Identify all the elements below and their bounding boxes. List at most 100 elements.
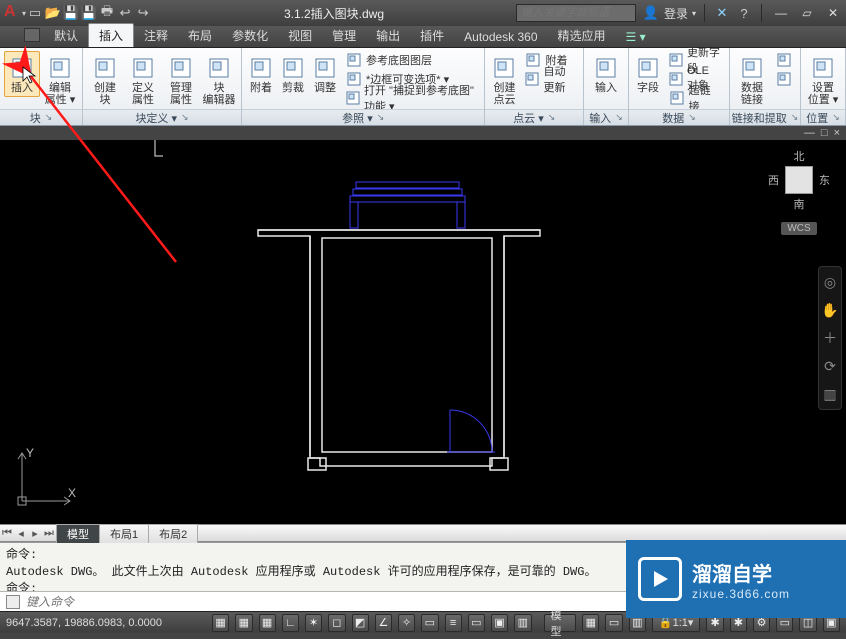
import-button[interactable]: 输入	[588, 51, 624, 97]
panel-dialog-launcher-icon[interactable]: ↘	[688, 112, 696, 123]
window-minimize-button[interactable]: —	[770, 5, 792, 21]
panel-dialog-launcher-icon[interactable]: ↘	[791, 112, 799, 123]
panel-块定义 ▾: 创建块定义属性管理属性块编辑器块定义 ▾↘	[83, 48, 242, 125]
tab-管理[interactable]: 管理	[322, 24, 366, 47]
block-editor-button[interactable]: 块编辑器	[201, 51, 237, 109]
ribbon-expander[interactable]: ☰ ▾	[616, 27, 656, 47]
snap-to-underlay-button[interactable]: 打开 "捕捉到参考底图" 功能 ▾	[342, 89, 480, 107]
hyperlink-button[interactable]: 超链接	[665, 89, 725, 107]
pc-autoupdate-button[interactable]: 自动更新	[521, 70, 578, 88]
nav-zoom-icon[interactable]: ＋	[821, 329, 839, 347]
layout-next-icon[interactable]: ▸	[28, 527, 42, 540]
qat-undo-icon[interactable]: ↩	[116, 4, 134, 22]
sb-infer-icon[interactable]: ▦	[212, 614, 229, 632]
nav-pan-icon[interactable]: ✋	[821, 301, 839, 319]
edit-attr-button[interactable]: 编辑属性 ▾	[42, 51, 78, 109]
qat-new-icon[interactable]: ▭	[26, 4, 44, 22]
tab-插件[interactable]: 插件	[410, 24, 454, 47]
sb-ortho-icon[interactable]: ∟	[282, 614, 299, 632]
layout-first-icon[interactable]: ⏮	[0, 527, 14, 540]
attach-button[interactable]: 附着	[246, 51, 276, 97]
layout-tab-布局2[interactable]: 布局2	[148, 524, 198, 543]
sb-qp-icon[interactable]: ▣	[491, 614, 508, 632]
create-block-button[interactable]: 创建块	[87, 51, 123, 109]
sb-ducs-icon[interactable]: ✧	[398, 614, 415, 632]
clip-button[interactable]: 剪裁	[278, 51, 308, 97]
layout-tab-布局1[interactable]: 布局1	[99, 524, 149, 543]
data-link-icon	[738, 54, 766, 82]
window-restore-button[interactable]: ▱	[796, 5, 818, 21]
create-pc-button[interactable]: 创建点云	[489, 51, 519, 109]
tab-输出[interactable]: 输出	[366, 24, 410, 47]
define-attr-button[interactable]: 定义属性	[125, 51, 161, 109]
tab-参数化[interactable]: 参数化	[222, 24, 278, 47]
sb-grid2-icon[interactable]: ▦	[582, 614, 599, 632]
signin-icon[interactable]: 👤	[642, 4, 660, 22]
sb-osnap-icon[interactable]: ◻	[328, 614, 345, 632]
app-menu-icon[interactable]	[24, 28, 40, 42]
nav-wheel-icon[interactable]: ◎	[821, 273, 839, 291]
tab-Autodesk 360[interactable]: Autodesk 360	[454, 27, 547, 47]
sb-otrack-icon[interactable]: ∠	[375, 614, 392, 632]
hyperlink-icon	[669, 90, 685, 106]
qat-redo-icon[interactable]: ↪	[134, 4, 152, 22]
viewcube-west: 西	[768, 172, 779, 188]
underlay-layers-button[interactable]: 参考底图图层	[342, 51, 480, 69]
tab-布局[interactable]: 布局	[178, 24, 222, 47]
viewcube[interactable]: 北 西 东 南 WCS	[768, 148, 830, 230]
sb-snap-icon[interactable]: ▦	[235, 614, 252, 632]
create-pc-icon	[490, 54, 518, 82]
panel-dialog-launcher-icon[interactable]: ↘	[548, 112, 556, 123]
layout-prev-icon[interactable]: ◂	[14, 527, 28, 540]
panel-dialog-launcher-icon[interactable]: ↘	[181, 112, 189, 123]
set-location-button[interactable]: 设置位置 ▾	[805, 51, 841, 109]
viewcube-face[interactable]	[785, 166, 813, 194]
sb-tpy-icon[interactable]: ▭	[468, 614, 485, 632]
data-link-button[interactable]: 数据链接	[734, 51, 770, 109]
nav-showmotion-icon[interactable]: ▥	[821, 385, 839, 403]
panel-dialog-launcher-icon[interactable]: ↘	[615, 112, 623, 123]
insert-button[interactable]: 插入	[4, 51, 40, 97]
qat-saveas-icon[interactable]: 💾	[80, 4, 98, 22]
help-search-input[interactable]	[516, 4, 636, 22]
window-close-button[interactable]: ✕	[822, 5, 844, 21]
model-space-button[interactable]: 模型	[544, 614, 577, 632]
panel-dialog-launcher-icon[interactable]: ↘	[832, 112, 840, 123]
field-button[interactable]: 字段	[633, 51, 663, 97]
tab-插入[interactable]: 插入	[88, 23, 134, 47]
layout-last-icon[interactable]: ⏭	[42, 527, 56, 540]
panel-dialog-launcher-icon[interactable]: ↘	[377, 112, 385, 123]
manage-attr-button[interactable]: 管理属性	[163, 51, 199, 109]
wcs-badge[interactable]: WCS	[781, 222, 816, 235]
signin-label[interactable]: 登录	[664, 5, 688, 22]
sb-dyn-icon[interactable]: ▭	[421, 614, 438, 632]
tab-精选应用[interactable]: 精选应用	[548, 24, 616, 47]
qat-open-icon[interactable]: 📂	[44, 4, 62, 22]
adjust-button[interactable]: 调整	[310, 51, 340, 97]
sb-layout-icon[interactable]: ▭	[605, 614, 622, 632]
navigation-bar[interactable]: ◎ ✋ ＋ ⟳ ▥	[818, 266, 842, 410]
frames-vary-icon	[346, 71, 362, 87]
tab-注释[interactable]: 注释	[134, 24, 178, 47]
drawing-svg	[0, 126, 846, 524]
attach-icon	[247, 54, 275, 82]
side-icon-1[interactable]	[772, 70, 796, 88]
sb-lwt-icon[interactable]: ≡	[445, 614, 462, 632]
panel-dialog-launcher-icon[interactable]: ↘	[45, 112, 53, 123]
qat-print-icon[interactable]: 🖶	[98, 4, 116, 22]
sb-grid-icon[interactable]: ▦	[259, 614, 276, 632]
help-icon[interactable]: ?	[735, 4, 753, 22]
qat-save-icon[interactable]: 💾	[62, 4, 80, 22]
app-logo: A	[2, 3, 22, 23]
sb-3dosnap-icon[interactable]: ◩	[352, 614, 369, 632]
drawing-canvas[interactable]: — □ ×	[0, 126, 846, 524]
tab-默认[interactable]: 默认	[44, 24, 88, 47]
tab-视图[interactable]: 视图	[278, 24, 322, 47]
sb-sc-icon[interactable]: ▥	[514, 614, 531, 632]
side-icon-0[interactable]	[772, 51, 796, 69]
exchange-icon[interactable]: ✕	[713, 4, 731, 22]
nav-orbit-icon[interactable]: ⟳	[821, 357, 839, 375]
layout-tab-模型[interactable]: 模型	[56, 524, 100, 543]
play-icon	[638, 557, 682, 601]
sb-polar-icon[interactable]: ✶	[305, 614, 322, 632]
